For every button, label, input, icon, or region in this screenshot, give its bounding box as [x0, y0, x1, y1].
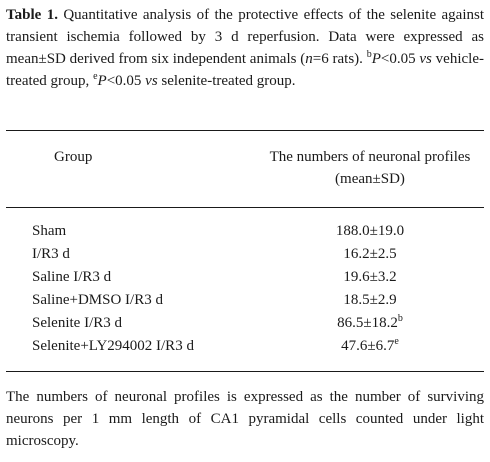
row-label-selenite: Selenite I/R3 d — [32, 315, 122, 331]
row-label-saline: Saline I/R3 d — [32, 269, 112, 285]
value-sup-selenite: b — [397, 313, 403, 324]
caption-p-b: P — [371, 51, 381, 67]
row-value-selenite: 86.5±18.2b — [300, 312, 440, 334]
row-label-sham: Sham — [32, 223, 67, 239]
row-label-ir3d: I/R3 d — [32, 246, 70, 262]
row-value-sham: 188.0±19.0 — [300, 220, 440, 242]
header-value-line1: The numbers of neuronal profiles — [269, 149, 471, 165]
value-selenite-ly: 47.6±6.7 — [341, 338, 395, 354]
caption-p-e: P — [97, 73, 107, 89]
caption-n: n — [305, 51, 313, 67]
row-value-saline: 19.6±3.2 — [300, 266, 440, 288]
row-value-selenite-ly: 47.6±6.7e — [300, 335, 440, 357]
caption-threshold-b: <0.05 — [380, 51, 420, 67]
header-value: The numbers of neuronal profiles (mean±S… — [256, 146, 484, 190]
header-group: Group — [54, 149, 93, 165]
table-bottom-rule — [6, 371, 484, 372]
row-label-saline-dmso: Saline+DMSO I/R3 d — [32, 292, 163, 308]
value-sham: 188.0±19.0 — [335, 223, 405, 239]
table-caption: Table 1. Quantitative analysis of the pr… — [6, 4, 484, 92]
table-footnote: The numbers of neuronal profiles is expr… — [6, 389, 484, 449]
value-sup-selenite-ly: e — [394, 336, 399, 347]
caption-vs-1: vs — [419, 51, 432, 67]
caption-vs-2: vs — [145, 73, 158, 89]
table-label: Table 1. — [6, 7, 58, 23]
caption-text-2: =6 rats). — [312, 51, 367, 67]
caption-comparison-e: selenite-treated group. — [157, 73, 296, 89]
value-selenite: 86.5±18.2 — [337, 315, 398, 331]
row-value-saline-dmso: 18.5±2.9 — [300, 289, 440, 311]
value-saline-dmso: 18.5±2.9 — [343, 292, 397, 308]
caption-comparison-b: vehicle-treated group, — [6, 51, 484, 89]
header-rule — [6, 207, 484, 208]
value-ir3d: 16.2±2.5 — [343, 246, 397, 262]
header-value-line2: (mean±SD) — [335, 171, 405, 187]
row-label-selenite-ly: Selenite+LY294002 I/R3 d — [32, 338, 194, 354]
significance-mark-b: b — [366, 49, 372, 60]
row-value-ir3d: 16.2±2.5 — [300, 243, 440, 265]
table-top-rule — [6, 130, 484, 131]
caption-threshold-e: <0.05 — [106, 73, 146, 89]
significance-mark-e: e — [93, 71, 98, 82]
caption-text: Quantitative analysis of the protective … — [6, 7, 485, 67]
value-saline: 19.6±3.2 — [343, 269, 397, 285]
